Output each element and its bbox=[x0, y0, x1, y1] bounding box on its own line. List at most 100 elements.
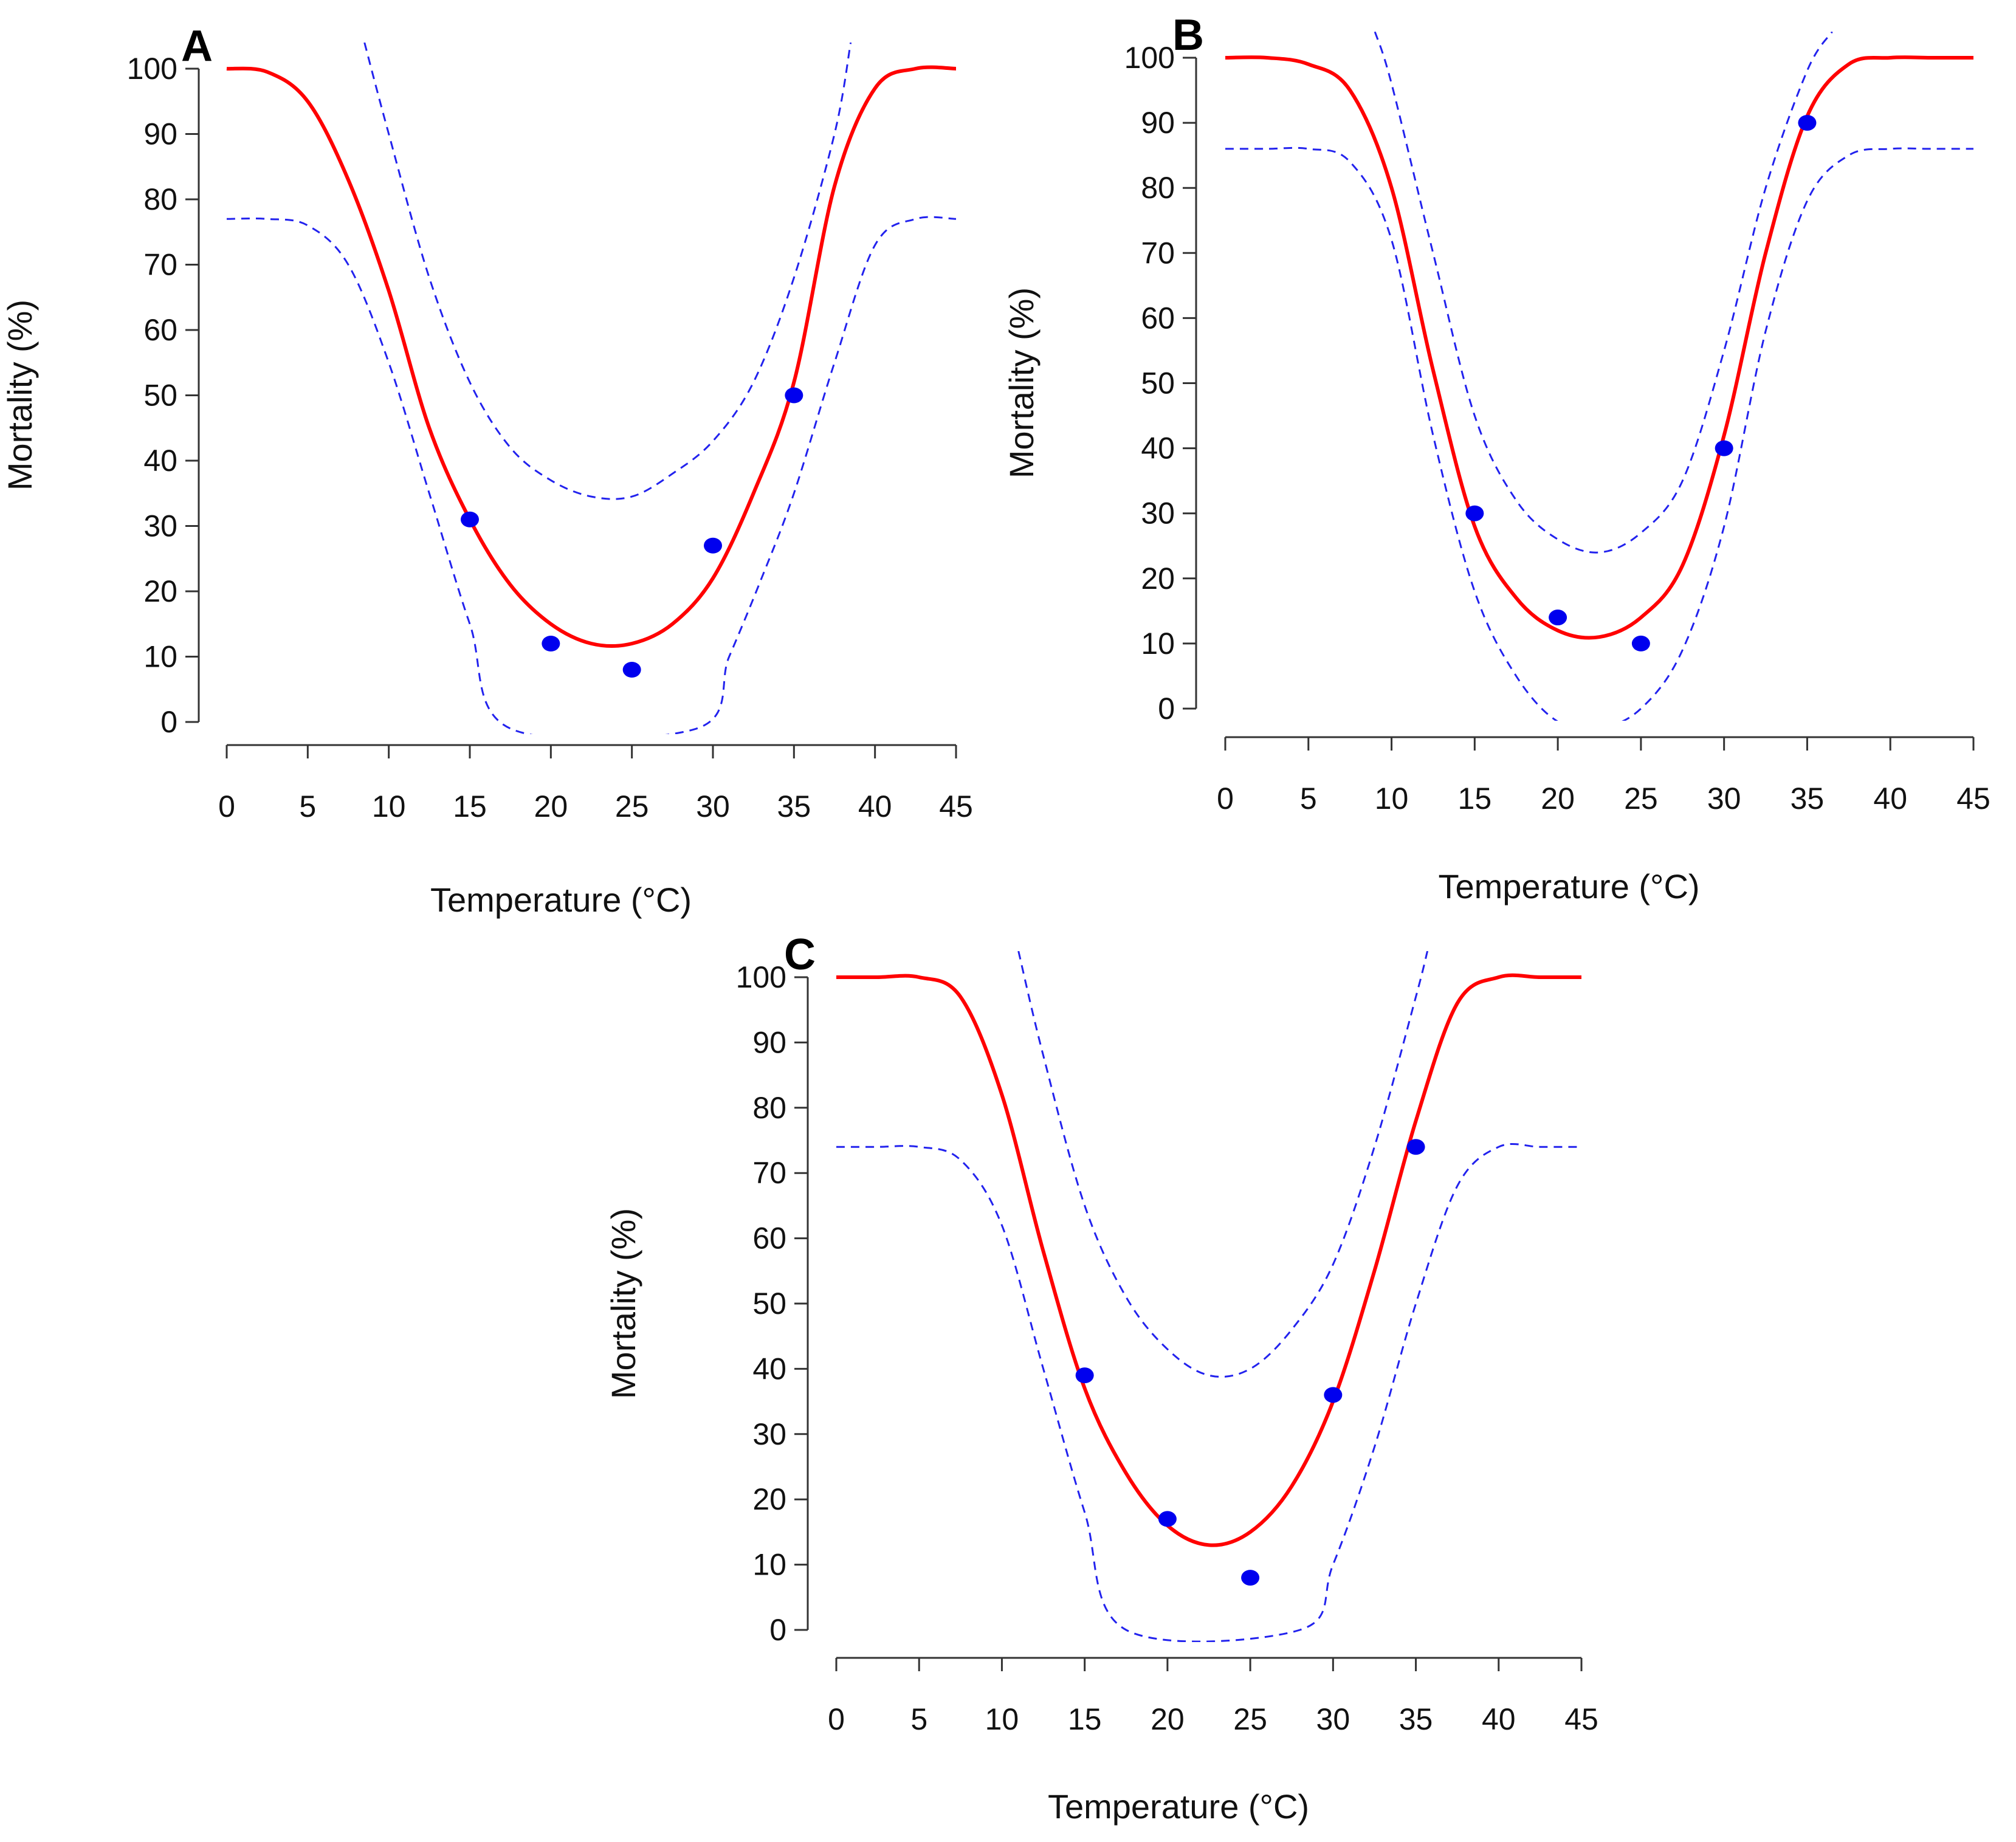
panel-b-x-tick-label: 40 bbox=[1873, 782, 1907, 816]
panel-a-x-tick-label: 15 bbox=[453, 789, 487, 823]
panel-c-x-tick-label: 35 bbox=[1399, 1702, 1433, 1736]
panel-b-x-tick-label: 5 bbox=[1300, 782, 1317, 816]
panel-a-letter: A bbox=[181, 22, 213, 70]
panel-b-letter: B bbox=[1172, 11, 1204, 60]
panel-a-y-tick-label: 10 bbox=[143, 640, 177, 674]
panel-c-y-tick-label: 100 bbox=[736, 960, 786, 994]
panel-a-x-tick-label: 45 bbox=[939, 789, 973, 823]
panel-b-data-point bbox=[1715, 440, 1733, 456]
panel-b-x-tick-label: 0 bbox=[1217, 782, 1234, 816]
panel-a-data-point bbox=[785, 387, 803, 404]
panel-c-x-axis-title: Temperature (°C) bbox=[1048, 1787, 1309, 1826]
panel-b-x-tick-label: 35 bbox=[1791, 782, 1825, 816]
panel-c-y-tick-label: 20 bbox=[752, 1482, 786, 1516]
panel-a-data-point bbox=[622, 662, 641, 678]
panel-a-plot-area bbox=[226, 43, 957, 734]
panel-a-x-tick-label: 20 bbox=[534, 789, 568, 823]
panel-b-x-tick-label: 45 bbox=[1956, 782, 1990, 816]
panel-b-data-point bbox=[1631, 635, 1650, 651]
panel-a-y-tick-label: 20 bbox=[143, 574, 177, 608]
panel-b-y-tick-label: 60 bbox=[1141, 301, 1175, 335]
panel-a-y-tick-label: 100 bbox=[127, 52, 177, 86]
panel-a-x-tick-label: 25 bbox=[615, 789, 649, 823]
panel-a-y-tick-label: 30 bbox=[143, 509, 177, 543]
panel-b-x-tick-label: 30 bbox=[1707, 782, 1741, 816]
panel-a-fitted-curve bbox=[226, 65, 957, 648]
panel-a: 0 10 20 30 40 50 60 70 80 90 100 0 5 10 15 20 25 30 35 40 45… bbox=[1, 22, 973, 919]
panel-c-lower-confidence-line bbox=[836, 1143, 1581, 1642]
panel-a-y-tick-label: 80 bbox=[143, 182, 177, 216]
panel-b-y-tick-label: 0 bbox=[1158, 692, 1175, 726]
panel-a-x-tick-label: 35 bbox=[777, 789, 811, 823]
panel-c-x-tick-label: 5 bbox=[910, 1702, 927, 1736]
panel-b-y-tick-label: 40 bbox=[1141, 431, 1175, 466]
panel-b-x-tick-label: 20 bbox=[1541, 782, 1575, 816]
panel-c: 0 10 20 30 40 50 60 70 80 90 100 0 5 10 15 20 25 30 35 40 45… bbox=[604, 930, 1598, 1826]
panel-a-x-tick-label: 40 bbox=[858, 789, 892, 823]
panel-b-y-tick-label: 100 bbox=[1124, 41, 1175, 75]
panel-b-y-tick-label: 30 bbox=[1141, 497, 1175, 531]
panel-b-data-point bbox=[1798, 115, 1817, 131]
panel-c-y-tick-label: 60 bbox=[752, 1222, 786, 1256]
panel-b: 0 10 20 30 40 50 60 70 80 90 100 0 5 10 15 20 25 30 35 40 45… bbox=[1002, 11, 1990, 906]
panel-c-letter: C bbox=[784, 930, 816, 979]
panel-c-x-tick-label: 15 bbox=[1068, 1702, 1102, 1736]
panel-a-lower-confidence-line bbox=[226, 216, 957, 734]
panel-b-data-point bbox=[1465, 505, 1484, 521]
panel-c-y-tick-label: 40 bbox=[752, 1352, 786, 1386]
panel-c-data-point bbox=[1075, 1367, 1094, 1384]
panel-b-y-tick-label: 50 bbox=[1141, 366, 1175, 400]
panel-a-data-point bbox=[461, 511, 479, 528]
panel-b-y-tick-label: 10 bbox=[1141, 627, 1175, 661]
panel-b-upper-confidence-line bbox=[1374, 32, 1833, 554]
panel-a-y-tick-label: 50 bbox=[143, 379, 177, 413]
panel-b-data-point bbox=[1549, 610, 1567, 626]
panel-b-y-tick-label: 70 bbox=[1141, 236, 1175, 270]
panel-a-y-tick-label: 0 bbox=[160, 705, 177, 739]
panel-c-plot-area bbox=[836, 951, 1581, 1642]
panel-c-y-tick-label: 80 bbox=[752, 1091, 786, 1125]
panel-c-y-tick-label: 90 bbox=[752, 1025, 786, 1059]
panel-c-fitted-curve bbox=[836, 973, 1581, 1547]
panel-b-lower-confidence-line bbox=[1225, 146, 1973, 721]
panel-b-y-tick-label: 80 bbox=[1141, 171, 1175, 205]
panel-b-x-tick-label: 15 bbox=[1458, 782, 1492, 816]
panel-b-x-tick-label: 10 bbox=[1375, 782, 1409, 816]
panel-a-x-tick-label: 5 bbox=[299, 789, 316, 823]
panel-a-y-tick-label: 90 bbox=[143, 117, 177, 151]
panel-b-y-tick-label: 20 bbox=[1141, 562, 1175, 596]
panel-c-data-point bbox=[1241, 1570, 1260, 1586]
panel-a-y-tick-label: 70 bbox=[143, 248, 177, 282]
panel-a-y-tick-label: 60 bbox=[143, 313, 177, 347]
panel-c-x-tick-label: 30 bbox=[1316, 1702, 1350, 1736]
panel-c-x-tick-label: 40 bbox=[1482, 1702, 1516, 1736]
panel-c-x-tick-label: 25 bbox=[1233, 1702, 1267, 1736]
panel-a-data-point bbox=[542, 636, 560, 651]
panel-b-y-axis-title: Mortality (%) bbox=[1002, 287, 1041, 478]
panel-a-y-axis-title: Mortality (%) bbox=[1, 300, 39, 490]
panel-b-x-axis-title: Temperature (°C) bbox=[1438, 867, 1699, 906]
panel-b-y-tick-label: 90 bbox=[1141, 106, 1175, 140]
panel-c-y-tick-label: 0 bbox=[769, 1613, 786, 1647]
panel-c-data-point bbox=[1406, 1139, 1425, 1155]
panel-b-x-tick-label: 25 bbox=[1624, 782, 1658, 816]
panel-c-x-tick-label: 20 bbox=[1151, 1702, 1185, 1736]
panel-c-data-point bbox=[1158, 1511, 1177, 1527]
panel-c-y-tick-label: 50 bbox=[752, 1287, 786, 1321]
panel-c-y-tick-label: 30 bbox=[752, 1417, 786, 1451]
panel-c-y-axis-title: Mortality (%) bbox=[604, 1208, 642, 1399]
panel-b-fitted-curve bbox=[1225, 55, 1973, 640]
panel-a-x-tick-label: 30 bbox=[696, 789, 730, 823]
panel-b-plot-area bbox=[1225, 32, 1973, 721]
panel-a-x-axis-title: Temperature (°C) bbox=[430, 881, 692, 919]
panel-c-upper-confidence-line bbox=[1017, 951, 1429, 1378]
panel-c-y-tick-label: 70 bbox=[752, 1156, 786, 1190]
panel-a-y-tick-label: 40 bbox=[143, 444, 177, 478]
panel-a-data-point bbox=[704, 537, 722, 554]
panel-c-y-tick-label: 10 bbox=[752, 1548, 786, 1582]
panel-a-x-tick-label: 10 bbox=[372, 789, 406, 823]
panel-a-upper-confidence-line bbox=[363, 43, 852, 500]
panel-c-data-point bbox=[1324, 1387, 1343, 1403]
panel-c-x-tick-label: 0 bbox=[828, 1702, 845, 1736]
